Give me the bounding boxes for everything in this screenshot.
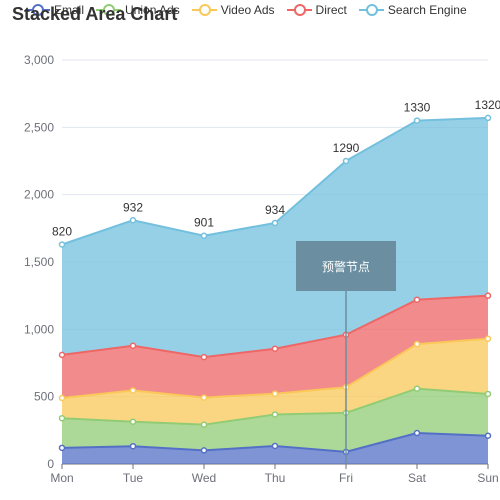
area-video-ads	[62, 338, 488, 425]
point-search-engine	[484, 114, 492, 122]
x-tick-label: Wed	[192, 471, 216, 485]
point-direct	[129, 342, 137, 350]
x-tick-label: Fri	[339, 471, 353, 485]
point-email	[200, 447, 208, 454]
legend-item-email[interactable]: Email	[25, 3, 84, 17]
point-email	[58, 444, 66, 452]
y-tick-label: 1,500	[24, 255, 54, 269]
legend-item-video-ads[interactable]: Video Ads	[191, 3, 275, 17]
point-video-ads	[200, 394, 208, 401]
data-label: 934	[265, 203, 285, 217]
chart-title: Stacked Area Chart	[12, 4, 178, 24]
point-direct	[271, 345, 279, 352]
point-video-ads	[58, 394, 66, 402]
point-email	[413, 429, 421, 437]
data-label: 1330	[404, 101, 431, 115]
point-search-engine	[129, 217, 137, 224]
point-search-engine	[342, 157, 350, 165]
legend-label-video-ads: Video Ads	[220, 3, 275, 17]
x-tick-label: Mon	[50, 471, 73, 485]
point-direct	[58, 351, 66, 359]
legend-swatch-video-ads-icon	[191, 3, 217, 17]
y-tick-label: 2,000	[24, 188, 54, 202]
point-union-ads	[129, 418, 137, 425]
point-email	[271, 442, 279, 450]
point-video-ads	[271, 390, 279, 397]
x-tick-label: Tue	[123, 471, 144, 485]
point-video-ads	[129, 387, 137, 394]
point-union-ads	[484, 390, 492, 398]
legend-item-direct[interactable]: Direct	[286, 3, 347, 17]
point-union-ads	[271, 411, 279, 418]
point-union-ads	[58, 414, 66, 422]
point-email	[484, 432, 492, 439]
x-tick-label: Thu	[265, 471, 286, 485]
legend: Email Union Ads Video Ads Direct Search …	[25, 3, 467, 17]
area-direct	[62, 295, 488, 399]
legend-swatch-direct-icon	[286, 3, 312, 17]
data-label: 901	[194, 216, 214, 230]
legend-label-direct: Direct	[315, 3, 347, 17]
point-direct	[484, 292, 492, 299]
point-union-ads	[200, 421, 208, 428]
point-search-engine	[58, 241, 66, 248]
area-union-ads	[62, 388, 488, 452]
point-video-ads	[413, 340, 421, 348]
x-tick-label: Sun	[477, 471, 498, 485]
point-search-engine	[271, 219, 279, 227]
legend-item-search-engine[interactable]: Search Engine	[358, 3, 467, 17]
legend-label-email: Email	[54, 3, 85, 17]
point-direct	[413, 296, 421, 303]
point-direct	[200, 353, 208, 361]
y-tick-label: 0	[47, 457, 54, 471]
legend-swatch-union-ads-icon	[96, 3, 122, 17]
point-video-ads	[484, 335, 492, 343]
y-tick-label: 2,500	[24, 120, 54, 134]
legend-swatch-email-icon	[25, 3, 50, 17]
point-email	[129, 442, 137, 450]
y-tick-label: 1,000	[24, 322, 54, 336]
point-search-engine	[413, 117, 421, 124]
area-search-engine	[62, 117, 488, 358]
y-tick-label: 3,000	[24, 53, 54, 67]
legend-item-union-ads[interactable]: Union Ads	[96, 3, 180, 17]
legend-label-union-ads: Union Ads	[125, 3, 180, 17]
data-label: 1290	[333, 141, 360, 155]
data-label: 820	[52, 224, 72, 238]
point-union-ads	[413, 385, 421, 392]
data-label: 1320	[475, 98, 500, 112]
point-search-engine	[200, 232, 208, 239]
legend-label-search-engine: Search Engine	[387, 3, 467, 17]
annotation-tooltip: 预警节点	[296, 241, 396, 291]
data-label: 932	[123, 200, 143, 214]
y-tick-label: 500	[34, 390, 54, 404]
legend-swatch-search-engine-icon	[358, 3, 384, 17]
x-tick-label: Sat	[408, 471, 427, 485]
